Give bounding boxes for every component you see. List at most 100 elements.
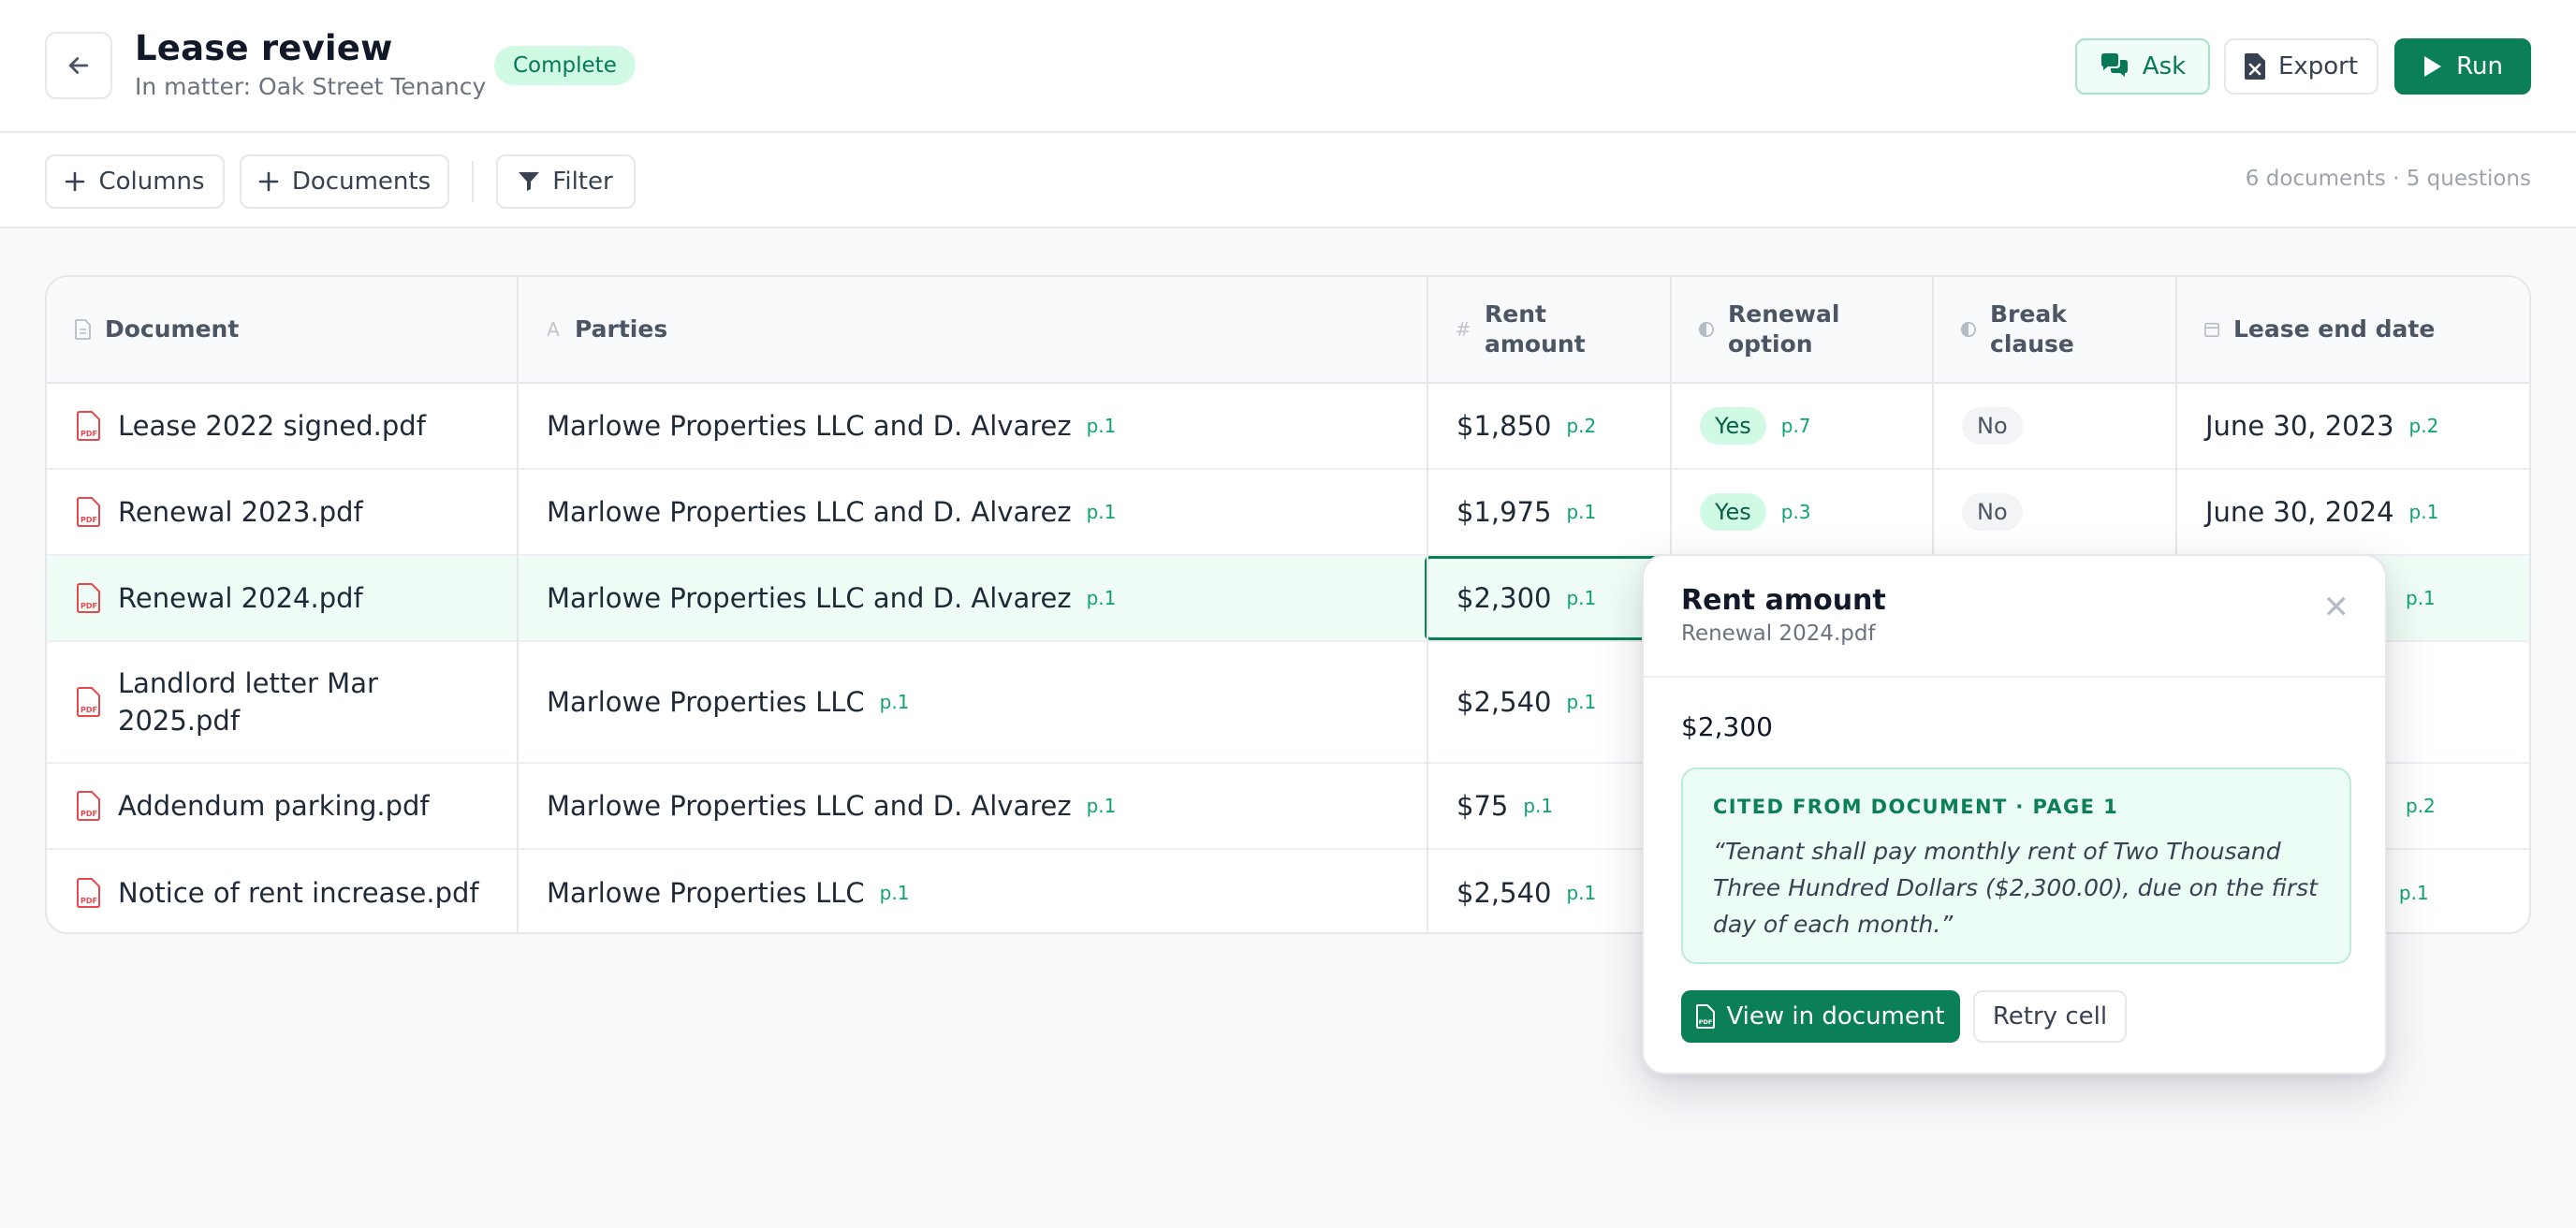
add-documents-button[interactable]: Documents [240, 154, 449, 209]
page-citation-link[interactable]: p.1 [1566, 587, 1597, 609]
page-citation-link[interactable]: p.1 [2406, 587, 2436, 609]
yes-pill: Yes [1700, 407, 1766, 445]
filter-button[interactable]: Filter [496, 154, 636, 209]
column-divider [517, 277, 519, 932]
document-cell[interactable]: PDF Addendum parking.pdf [47, 764, 517, 848]
parties-cell[interactable]: Marlowe Properties LLC and D. Alvarez p.… [517, 764, 1427, 848]
no-pill: No [1962, 407, 2023, 445]
cell-value: $75 [1456, 790, 1509, 822]
page-citation-link[interactable]: p.1 [879, 691, 910, 713]
rent-amount-cell[interactable]: $75 p.1 [1427, 764, 1670, 848]
page-citation-link[interactable]: p.1 [2408, 501, 2439, 523]
document-cell[interactable]: PDF Renewal 2023.pdf [47, 470, 517, 554]
cell-value: $1,850 [1456, 410, 1552, 442]
svg-text:PDF: PDF [80, 430, 97, 438]
page-citation-link[interactable]: p.1 [1086, 795, 1117, 817]
page-citation-link[interactable]: p.1 [1566, 691, 1597, 713]
column-header-document[interactable]: Document [47, 277, 517, 384]
document-name: Renewal 2024.pdf [118, 582, 363, 614]
no-pill: No [1962, 493, 2023, 531]
column-header-parties[interactable]: A Parties [517, 277, 1427, 384]
page-citation-link[interactable]: p.3 [1780, 501, 1811, 523]
rent-amount-cell-selected[interactable]: $2,300 p.1 [1427, 556, 1670, 640]
page-title: Lease review [135, 28, 393, 68]
svg-text:PDF: PDF [80, 810, 97, 818]
popover-answer-value: $2,300 [1681, 711, 1773, 742]
cell-detail-popover: Rent amount Renewal 2024.pdf ✕ $2,300 CI… [1642, 554, 2387, 1074]
page-citation-link[interactable]: p.1 [2398, 882, 2429, 904]
column-header-label: Parties [575, 315, 668, 343]
document-cell[interactable]: PDF Renewal 2024.pdf [47, 556, 517, 640]
break-clause-cell[interactable]: No [1932, 470, 2175, 554]
cell-value: $2,300 [1456, 582, 1552, 614]
cell-value: Marlowe Properties LLC and D. Alvarez [547, 496, 1072, 528]
plus-icon [258, 171, 279, 192]
rent-amount-cell[interactable]: $1,850 p.2 [1427, 384, 1670, 468]
renewal-option-cell[interactable]: Yes p.7 [1670, 384, 1932, 468]
citation-heading: CITED FROM DOCUMENT · PAGE 1 [1713, 796, 2119, 818]
close-icon[interactable]: ✕ [2322, 589, 2350, 626]
retry-cell-button[interactable]: Retry cell [1973, 990, 2127, 1043]
parties-cell[interactable]: Marlowe Properties LLC and D. Alvarez p.… [517, 556, 1427, 640]
rent-amount-cell[interactable]: $1,975 p.1 [1427, 470, 1670, 554]
rent-amount-cell[interactable]: $2,540 p.1 [1427, 850, 1670, 932]
calendar-icon [2203, 322, 2220, 338]
parties-cell[interactable]: Marlowe Properties LLC p.1 [517, 642, 1427, 762]
column-header-renewal-option[interactable]: Renewal option [1670, 277, 1932, 384]
column-divider [1427, 277, 1428, 932]
column-header-break-clause[interactable]: Break clause [1932, 277, 2175, 384]
status-badge: Complete [494, 46, 636, 85]
ask-button-label: Ask [2142, 52, 2187, 80]
page-citation-link[interactable]: p.1 [1566, 501, 1597, 523]
citation-box: CITED FROM DOCUMENT · PAGE 1 “Tenant sha… [1681, 768, 2351, 964]
page-citation-link[interactable]: p.1 [1086, 415, 1117, 437]
parties-cell[interactable]: Marlowe Properties LLC p.1 [517, 850, 1427, 932]
export-button[interactable]: Export [2224, 38, 2378, 95]
rent-amount-cell[interactable]: $2,540 p.1 [1427, 642, 1670, 762]
renewal-option-cell[interactable]: Yes p.3 [1670, 470, 1932, 554]
page-citation-link[interactable]: p.1 [879, 882, 910, 904]
parties-cell[interactable]: Marlowe Properties LLC and D. Alvarez p.… [517, 470, 1427, 554]
column-header-lease-end-date[interactable]: Lease end date [2175, 277, 2529, 384]
break-clause-cell[interactable]: No [1932, 384, 2175, 468]
document-name: Landlord letter Mar 2025.pdf [118, 667, 378, 737]
number-type-icon: # [1455, 318, 1471, 341]
add-documents-label: Documents [291, 168, 432, 196]
column-header-label: Rent amount [1485, 300, 1586, 358]
page-citation-link[interactable]: p.1 [1086, 501, 1117, 523]
pdf-file-icon: PDF [77, 687, 100, 717]
add-columns-button[interactable]: Columns [45, 154, 225, 209]
cell-value: $2,540 [1456, 686, 1552, 718]
view-in-document-button[interactable]: PDF View in document [1681, 990, 1960, 1043]
add-columns-label: Columns [98, 168, 205, 196]
column-header-rent-amount[interactable]: # Rent amount [1427, 277, 1670, 384]
page-citation-link[interactable]: p.1 [1566, 882, 1597, 904]
ask-button[interactable]: Ask [2075, 38, 2210, 95]
svg-text:PDF: PDF [80, 516, 97, 524]
arrow-left-icon [68, 57, 89, 74]
page-citation-link[interactable]: p.2 [2406, 795, 2436, 817]
parties-cell[interactable]: Marlowe Properties LLC and D. Alvarez p.… [517, 384, 1427, 468]
pdf-file-icon: PDF [77, 878, 100, 908]
back-button[interactable] [45, 32, 112, 99]
document-cell[interactable]: PDF Lease 2022 signed.pdf [47, 384, 517, 468]
document-cell[interactable]: PDF Landlord letter Mar 2025.pdf [47, 642, 517, 762]
cell-value: $1,975 [1456, 496, 1552, 528]
pdf-file-icon: PDF [77, 497, 100, 527]
retry-cell-label: Retry cell [1992, 1002, 2108, 1031]
run-button[interactable]: Run [2394, 38, 2531, 95]
cell-value: Marlowe Properties LLC [547, 877, 865, 909]
lease-end-date-cell[interactable]: June 30, 2024 p.1 [2175, 470, 2529, 554]
lease-end-date-cell[interactable]: p.1 [2175, 556, 2529, 640]
page-citation-link[interactable]: p.2 [1566, 415, 1597, 437]
page-citation-link[interactable]: p.2 [2408, 415, 2439, 437]
page-citation-link[interactable]: p.1 [1086, 587, 1117, 609]
page-citation-link[interactable]: p.1 [1523, 795, 1554, 817]
document-cell[interactable]: PDF Notice of rent increase.pdf [47, 850, 517, 932]
lease-end-date-cell[interactable]: p.2 [2175, 764, 2529, 848]
document-name: Addendum parking.pdf [118, 790, 430, 822]
table-row: PDF Addendum parking.pdf Marlowe Propert… [47, 764, 2529, 850]
lease-end-date-cell[interactable]: June 30, 2023 p.2 [2175, 384, 2529, 468]
page-citation-link[interactable]: p.7 [1780, 415, 1811, 437]
pdf-file-icon: PDF [77, 583, 100, 613]
